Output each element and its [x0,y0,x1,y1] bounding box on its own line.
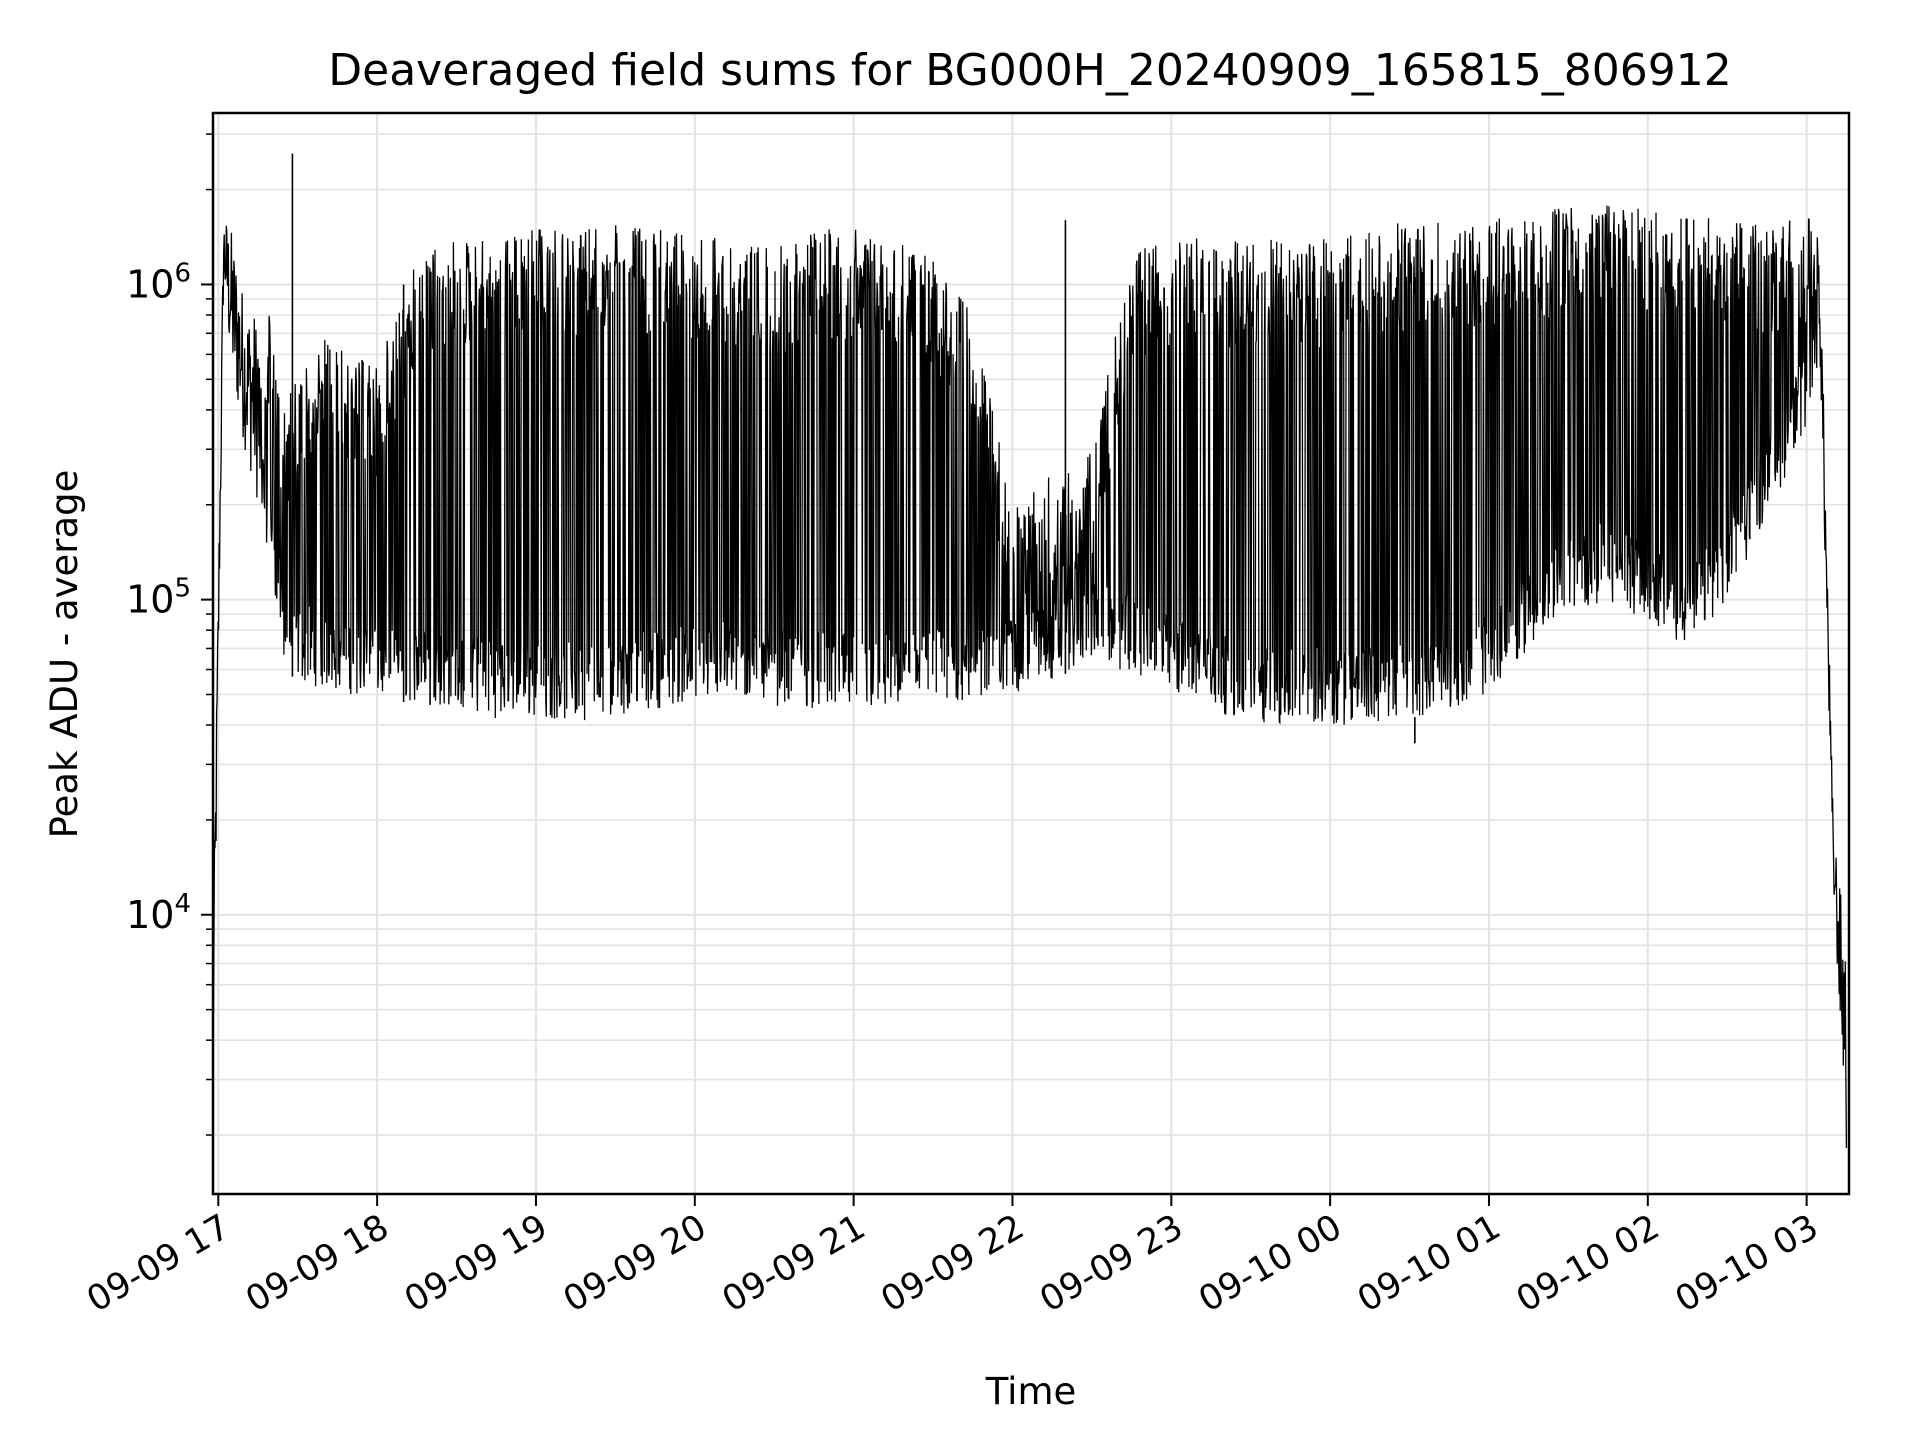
grid [213,113,1849,1194]
y-axis: 104 105 106 [126,133,213,1136]
y-axis-label: Peak ADU - average [43,470,86,839]
y-tick-label: 104 [126,889,191,937]
chart-title: Deaveraged field sums for BG000H_2024090… [328,45,1731,96]
series-line [212,205,1848,1148]
y-tick-label: 106 [126,258,191,306]
x-axis-label: Time [985,1370,1077,1413]
plot-series-group [212,153,1848,1148]
y-tick-label: 105 [126,574,191,622]
plot-frame [211,111,1851,1196]
